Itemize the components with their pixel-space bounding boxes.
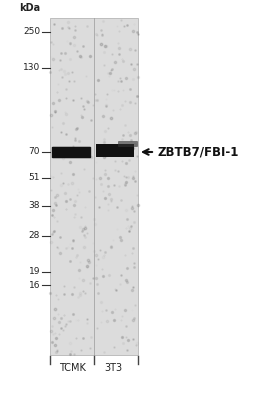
Text: 38: 38: [28, 202, 40, 210]
Text: 3T3: 3T3: [104, 363, 122, 373]
Text: 19: 19: [28, 268, 40, 276]
Text: 70: 70: [28, 147, 40, 156]
Bar: [50, 18, 138, 355]
Text: 51: 51: [28, 174, 40, 183]
Text: ZBTB7/FBI-1: ZBTB7/FBI-1: [158, 145, 239, 158]
Text: TCMK: TCMK: [59, 363, 86, 373]
Bar: [52, 147, 90, 157]
Text: 250: 250: [23, 27, 40, 37]
Text: 16: 16: [28, 280, 40, 289]
Text: 28: 28: [29, 231, 40, 241]
Text: kDa: kDa: [19, 3, 40, 13]
Bar: [96, 144, 134, 157]
Text: 130: 130: [23, 64, 40, 73]
FancyBboxPatch shape: [118, 141, 138, 147]
